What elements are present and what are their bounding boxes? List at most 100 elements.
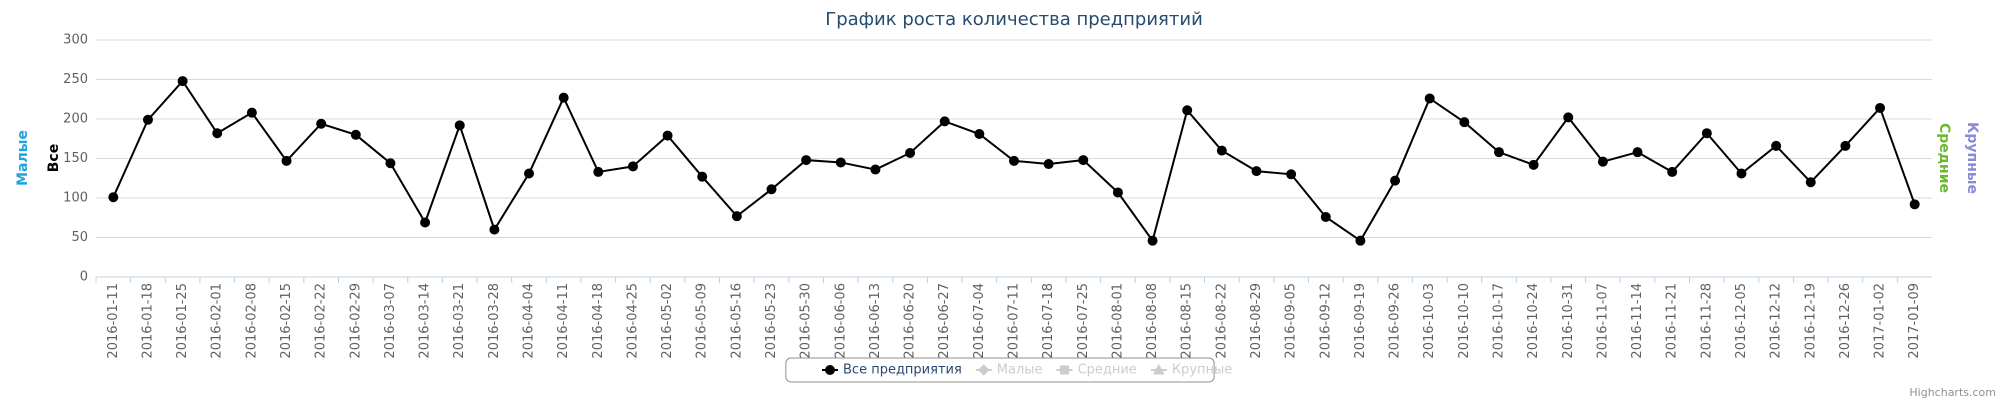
- data-point: [1528, 159, 1539, 170]
- data-point: [1009, 155, 1019, 166]
- x-tick-label: 2016-10-03: [1422, 283, 1437, 359]
- x-tick-label: 2017-01-09: [1907, 283, 1922, 359]
- data-point: [1597, 156, 1608, 167]
- data-point: [593, 166, 604, 177]
- data-point: [1563, 112, 1574, 123]
- x-tick-label: 2016-06-20: [903, 283, 918, 359]
- x-tick-label: 2016-11-28: [1699, 283, 1714, 359]
- y-tick-label: 300: [63, 33, 88, 48]
- x-tick-label: 2016-01-25: [175, 283, 190, 359]
- data-point: [1493, 147, 1504, 158]
- x-tick-label: 2016-01-11: [106, 283, 121, 359]
- x-tick-label: 2016-05-16: [729, 283, 744, 359]
- x-tick-label: 2016-03-28: [487, 283, 502, 359]
- data-point: [1805, 177, 1816, 188]
- x-tick-label: 2016-08-22: [1214, 283, 1229, 359]
- data-point: [1216, 145, 1227, 156]
- y-tick-label: 0: [80, 270, 88, 285]
- data-point: [1667, 166, 1678, 177]
- y2-axis-title: Средние: [1936, 123, 1952, 193]
- x-tick-label: 2016-03-07: [383, 283, 398, 359]
- x-tick-label: 2016-08-08: [1145, 283, 1160, 359]
- x-tick-label: 2016-12-19: [1803, 283, 1818, 359]
- x-tick-label: 2016-03-21: [452, 283, 467, 359]
- data-point: [1251, 166, 1262, 177]
- data-point: [1390, 175, 1401, 186]
- x-tick-label: 2017-01-02: [1873, 283, 1888, 359]
- x-tick-label: 2016-05-09: [695, 283, 710, 359]
- data-point: [662, 130, 673, 141]
- data-point: [1147, 235, 1158, 246]
- x-tick-label: 2016-08-15: [1180, 283, 1195, 359]
- data-point: [1112, 187, 1123, 198]
- x-tick-label: 2016-02-15: [279, 283, 294, 359]
- data-point: [1320, 211, 1331, 222]
- x-tick-label: 2016-08-01: [1110, 283, 1125, 359]
- legend-symbol: [1060, 365, 1070, 375]
- data-point: [974, 129, 985, 140]
- x-tick-label: 2016-05-30: [799, 283, 814, 359]
- legend-symbol: [825, 365, 835, 375]
- x-tick-label: 2016-09-19: [1353, 283, 1368, 359]
- data-point: [316, 118, 327, 129]
- x-tick-label: 2016-02-29: [348, 283, 363, 359]
- data-point: [1043, 159, 1054, 170]
- y-axis-title: Малые: [15, 130, 31, 186]
- data-point: [627, 161, 638, 172]
- x-tick-label: 2016-07-18: [1041, 283, 1056, 359]
- x-tick-label: 2016-06-06: [833, 283, 848, 359]
- legend-label[interactable]: Крупные: [1172, 363, 1232, 378]
- legend-symbol: [1152, 363, 1165, 375]
- credits[interactable]: Highcharts.com: [1909, 386, 1996, 399]
- data-point: [420, 217, 431, 228]
- x-tick-label: 2016-05-23: [764, 283, 779, 359]
- chart-title: График роста количества предприятий: [825, 9, 1203, 30]
- legend-label[interactable]: Средние: [1078, 363, 1137, 378]
- data-point: [524, 168, 535, 179]
- data-point: [1736, 168, 1747, 179]
- data-point: [1771, 140, 1782, 151]
- x-tick-label: 2016-07-25: [1076, 283, 1091, 359]
- y-tick-label: 50: [71, 230, 88, 245]
- data-point: [1424, 93, 1435, 104]
- x-tick-label: 2016-10-24: [1526, 283, 1541, 359]
- data-point: [489, 224, 500, 235]
- legend-box: [785, 357, 1215, 383]
- x-tick-label: 2016-12-26: [1838, 283, 1853, 359]
- x-tick-label: 2016-02-01: [210, 283, 225, 359]
- data-point: [350, 129, 361, 140]
- data-point: [1701, 128, 1712, 139]
- data-point: [281, 155, 292, 166]
- y-axis-title: Все: [46, 144, 62, 172]
- data-point: [835, 157, 846, 168]
- legend-symbol: [978, 364, 990, 376]
- data-point: [212, 128, 223, 139]
- x-tick-label: 2016-04-04: [522, 283, 537, 359]
- data-point: [1355, 235, 1366, 246]
- data-point: [1459, 117, 1470, 128]
- x-tick-label: 2016-12-05: [1734, 283, 1749, 359]
- data-point: [870, 164, 881, 175]
- data-point: [177, 76, 188, 87]
- legend-label[interactable]: Все предприятия: [843, 363, 962, 378]
- y2-axis-title: Крупные: [1964, 122, 1980, 194]
- x-tick-label: 2016-02-08: [244, 283, 259, 359]
- x-tick-label: 2016-08-29: [1249, 283, 1264, 359]
- x-tick-label: 2016-05-02: [660, 283, 675, 359]
- x-tick-label: 2016-11-14: [1630, 283, 1645, 359]
- data-point: [697, 171, 708, 182]
- x-tick-label: 2016-10-17: [1491, 283, 1506, 359]
- y-tick-label: 250: [63, 72, 88, 87]
- data-point: [142, 114, 153, 125]
- data-point: [1286, 169, 1297, 180]
- legend-label[interactable]: Малые: [997, 363, 1043, 378]
- x-tick-label: 2016-10-31: [1561, 283, 1576, 359]
- data-point: [1632, 147, 1643, 158]
- data-point: [1840, 140, 1851, 151]
- data-point: [558, 92, 569, 103]
- data-point: [1909, 199, 1920, 210]
- data-point: [454, 120, 465, 131]
- data-point: [905, 147, 916, 158]
- y-tick-label: 200: [63, 112, 88, 127]
